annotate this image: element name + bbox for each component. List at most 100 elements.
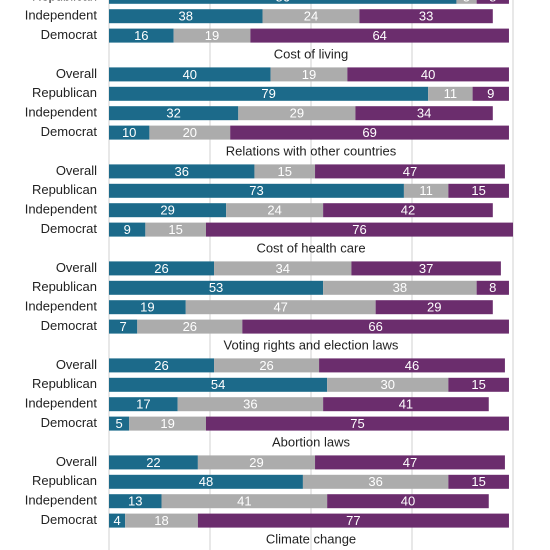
bar-segment [456, 0, 477, 4]
bar-value-label: 66 [368, 319, 382, 334]
row-label: Republican [32, 473, 97, 488]
row-label: Independent [25, 299, 98, 314]
bar-value-label: 8 [489, 0, 496, 4]
bar-value-label: 19 [205, 28, 219, 43]
bar-segment [109, 300, 186, 315]
row-label: Overall [56, 163, 97, 178]
bar-value-label: 29 [290, 106, 304, 121]
bar-segment [197, 513, 509, 528]
bar-segment [448, 183, 509, 198]
bar-segment [109, 164, 255, 179]
bar-value-label: 15 [471, 474, 485, 489]
bar-segment [472, 86, 509, 101]
bar-segment [347, 67, 509, 82]
bar-value-label: 26 [154, 261, 168, 276]
bar-segment [185, 300, 376, 315]
bar-segment [323, 203, 493, 218]
row-label: Democrat [41, 512, 98, 527]
bar-segment [173, 28, 251, 43]
bar-segment [315, 455, 505, 470]
bar-value-label: 34 [417, 106, 431, 121]
bar-segment [109, 125, 150, 140]
bar-segment [109, 222, 146, 237]
bar-value-label: 18 [154, 513, 168, 528]
row-label: Independent [25, 202, 98, 217]
bar-value-label: 19 [140, 300, 154, 315]
bar-value-label: 40 [401, 494, 415, 509]
bar-segment [323, 280, 477, 295]
bar-value-label: 42 [401, 203, 415, 218]
bar-segment [448, 377, 509, 392]
bar-value-label: 40 [421, 67, 435, 82]
group-title: Relations with other countries [226, 143, 397, 158]
bar-value-label: 26 [259, 358, 273, 373]
group-title: Cost of living [274, 46, 348, 61]
bar-segment [109, 513, 126, 528]
bar-value-label: 48 [199, 474, 213, 489]
bar-segment [226, 203, 324, 218]
bar-value-label: 13 [128, 494, 142, 509]
bar-value-label: 38 [179, 9, 193, 24]
bar-value-label: 24 [267, 203, 281, 218]
bar-value-label: 41 [237, 494, 251, 509]
bar-segment [214, 358, 320, 373]
row-label: Democrat [41, 221, 98, 236]
bar-segment [109, 0, 457, 4]
row-label: Overall [56, 454, 97, 469]
bar-value-label: 76 [352, 222, 366, 237]
bar-value-label: 16 [134, 28, 148, 43]
bar-value-label: 79 [261, 86, 275, 101]
bar-segment [375, 300, 493, 315]
bar-segment [359, 9, 493, 24]
bar-segment [109, 455, 198, 470]
bar-segment [137, 319, 243, 334]
bar-value-label: 24 [304, 9, 318, 24]
bar-segment [403, 183, 449, 198]
bar-segment [327, 494, 489, 509]
bar-segment [323, 397, 489, 412]
bar-segment [109, 358, 215, 373]
bar-segment [351, 261, 501, 276]
bar-segment [161, 494, 328, 509]
bar-segment [109, 416, 130, 431]
bar-value-label: 47 [273, 300, 287, 315]
row-label: Independent [25, 8, 98, 23]
bar-value-label: 73 [249, 183, 263, 198]
bar-segment [109, 319, 138, 334]
row-label: Democrat [41, 415, 98, 430]
bar-value-label: 37 [419, 261, 433, 276]
bar-value-label: 26 [154, 358, 168, 373]
row-label: Independent [25, 396, 98, 411]
group-title: Abortion laws [272, 434, 351, 449]
bar-value-label: 77 [346, 513, 360, 528]
row-label: Independent [25, 105, 98, 120]
group-title: Climate change [266, 531, 356, 546]
bar-value-label: 46 [405, 358, 419, 373]
bar-value-label: 38 [393, 280, 407, 295]
row-label: Republican [32, 85, 97, 100]
bar-segment [109, 494, 162, 509]
bar-value-label: 64 [372, 28, 386, 43]
bar-value-label: 41 [399, 397, 413, 412]
bar-value-label: 20 [183, 125, 197, 140]
bar-value-label: 36 [368, 474, 382, 489]
bar-value-label: 8 [489, 280, 496, 295]
bar-segment [205, 222, 513, 237]
bar-value-label: 30 [381, 377, 395, 392]
bar-value-label: 36 [243, 397, 257, 412]
bar-segment [242, 319, 509, 334]
bar-value-label: 53 [209, 280, 223, 295]
bar-value-label: 19 [160, 416, 174, 431]
bar-segment [302, 474, 449, 489]
bar-value-label: 9 [124, 222, 131, 237]
bar-segment [109, 67, 271, 82]
bar-segment [319, 358, 505, 373]
bar-segment [428, 86, 473, 101]
bar-segment [109, 28, 174, 43]
bar-segment [109, 280, 324, 295]
bar-segment [254, 164, 316, 179]
bar-segment [315, 164, 505, 179]
bar-value-label: 36 [174, 164, 188, 179]
row-label: Overall [56, 66, 97, 81]
